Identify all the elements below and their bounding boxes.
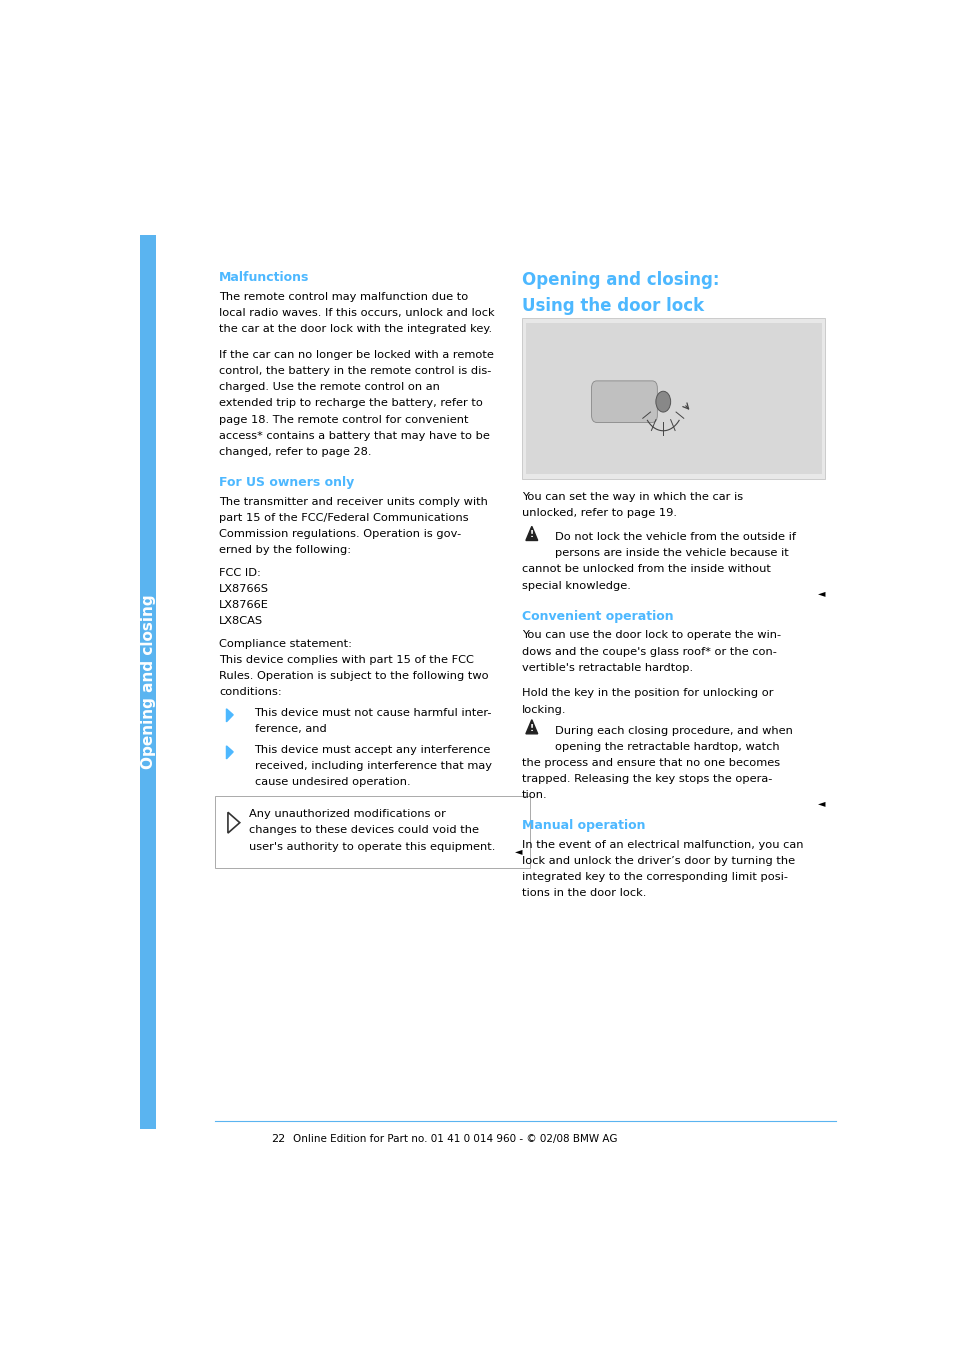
Text: If the car can no longer be locked with a remote: If the car can no longer be locked with … — [219, 350, 494, 360]
Text: the process and ensure that no one becomes: the process and ensure that no one becom… — [521, 757, 780, 768]
Text: You can use the door lock to operate the win-: You can use the door lock to operate the… — [521, 630, 781, 640]
Text: tion.: tion. — [521, 790, 547, 801]
Text: !: ! — [529, 531, 534, 539]
Text: Online Edition for Part no. 01 41 0 014 960 - © 02/08 BMW AG: Online Edition for Part no. 01 41 0 014 … — [293, 1134, 617, 1143]
Text: Any unauthorized modifications or: Any unauthorized modifications or — [249, 809, 445, 819]
Text: erned by the following:: erned by the following: — [219, 545, 351, 555]
Text: locking.: locking. — [521, 705, 566, 714]
Text: dows and the coupe's glass roof* or the con-: dows and the coupe's glass roof* or the … — [521, 647, 777, 656]
FancyBboxPatch shape — [215, 796, 529, 868]
Text: For US owners only: For US owners only — [219, 475, 354, 489]
Text: Commission regulations. Operation is gov-: Commission regulations. Operation is gov… — [219, 529, 461, 539]
Text: conditions:: conditions: — [219, 687, 281, 697]
Polygon shape — [525, 720, 537, 734]
Text: extended trip to recharge the battery, refer to: extended trip to recharge the battery, r… — [219, 398, 482, 409]
FancyBboxPatch shape — [140, 235, 156, 1129]
Text: 22: 22 — [271, 1134, 285, 1143]
Text: opening the retractable hardtop, watch: opening the retractable hardtop, watch — [555, 741, 780, 752]
Text: vertible's retractable hardtop.: vertible's retractable hardtop. — [521, 663, 693, 672]
Text: ◄: ◄ — [817, 798, 824, 809]
FancyBboxPatch shape — [521, 317, 824, 479]
Text: ◄: ◄ — [817, 589, 824, 598]
Text: Opening and closing: Opening and closing — [140, 594, 155, 770]
Text: tions in the door lock.: tions in the door lock. — [521, 888, 646, 898]
Text: part 15 of the FCC/Federal Communications: part 15 of the FCC/Federal Communication… — [219, 513, 468, 522]
Text: charged. Use the remote control on an: charged. Use the remote control on an — [219, 382, 439, 393]
Text: integrated key to the corresponding limit posi-: integrated key to the corresponding limi… — [521, 872, 787, 882]
Text: received, including interference that may: received, including interference that ma… — [254, 761, 491, 771]
Text: You can set the way in which the car is: You can set the way in which the car is — [521, 491, 742, 502]
Text: lock and unlock the driver’s door by turning the: lock and unlock the driver’s door by tur… — [521, 856, 795, 865]
Text: !: ! — [529, 724, 534, 733]
Text: ference, and: ference, and — [254, 724, 326, 734]
Text: cause undesired operation.: cause undesired operation. — [254, 778, 410, 787]
Text: This device must not cause harmful inter-: This device must not cause harmful inter… — [254, 707, 492, 718]
FancyBboxPatch shape — [591, 381, 657, 423]
Text: Using the door lock: Using the door lock — [521, 297, 703, 315]
Text: Manual operation: Manual operation — [521, 819, 645, 832]
Text: ◄: ◄ — [515, 846, 521, 856]
Text: changed, refer to page 28.: changed, refer to page 28. — [219, 447, 371, 456]
Text: This device must accept any interference: This device must accept any interference — [254, 745, 491, 755]
Text: Rules. Operation is subject to the following two: Rules. Operation is subject to the follo… — [219, 671, 488, 680]
Text: The remote control may malfunction due to: The remote control may malfunction due t… — [219, 292, 468, 302]
Text: LX8766S: LX8766S — [219, 583, 269, 594]
Polygon shape — [525, 526, 537, 540]
FancyBboxPatch shape — [525, 323, 821, 474]
Polygon shape — [226, 747, 233, 759]
Text: cannot be unlocked from the inside without: cannot be unlocked from the inside witho… — [521, 564, 770, 574]
Text: user's authority to operate this equipment.: user's authority to operate this equipme… — [249, 841, 495, 852]
Text: special knowledge.: special knowledge. — [521, 580, 630, 590]
Text: access* contains a battery that may have to be: access* contains a battery that may have… — [219, 431, 490, 440]
Text: page 18. The remote control for convenient: page 18. The remote control for convenie… — [219, 414, 468, 424]
Text: In the event of an electrical malfunction, you can: In the event of an electrical malfunctio… — [521, 840, 802, 850]
Text: unlocked, refer to page 19.: unlocked, refer to page 19. — [521, 508, 677, 518]
Text: the car at the door lock with the integrated key.: the car at the door lock with the integr… — [219, 324, 492, 335]
Text: This device complies with part 15 of the FCC: This device complies with part 15 of the… — [219, 655, 474, 664]
Text: control, the battery in the remote control is dis-: control, the battery in the remote contr… — [219, 366, 491, 377]
Text: The transmitter and receiver units comply with: The transmitter and receiver units compl… — [219, 497, 487, 506]
Text: Malfunctions: Malfunctions — [219, 271, 309, 284]
Text: LX8CAS: LX8CAS — [219, 616, 263, 626]
Polygon shape — [226, 709, 233, 722]
Text: changes to these devices could void the: changes to these devices could void the — [249, 825, 478, 836]
Text: During each closing procedure, and when: During each closing procedure, and when — [555, 725, 793, 736]
Text: local radio waves. If this occurs, unlock and lock: local radio waves. If this occurs, unloc… — [219, 308, 495, 319]
Text: trapped. Releasing the key stops the opera-: trapped. Releasing the key stops the ope… — [521, 774, 772, 784]
Text: Compliance statement:: Compliance statement: — [219, 639, 352, 648]
Text: persons are inside the vehicle because it: persons are inside the vehicle because i… — [555, 548, 788, 559]
Circle shape — [655, 392, 670, 412]
Text: Convenient operation: Convenient operation — [521, 609, 673, 622]
Text: Hold the key in the position for unlocking or: Hold the key in the position for unlocki… — [521, 688, 773, 698]
Text: FCC ID:: FCC ID: — [219, 567, 261, 578]
Text: Opening and closing:: Opening and closing: — [521, 271, 719, 289]
Text: Do not lock the vehicle from the outside if: Do not lock the vehicle from the outside… — [555, 532, 796, 543]
Text: LX8766E: LX8766E — [219, 599, 269, 610]
